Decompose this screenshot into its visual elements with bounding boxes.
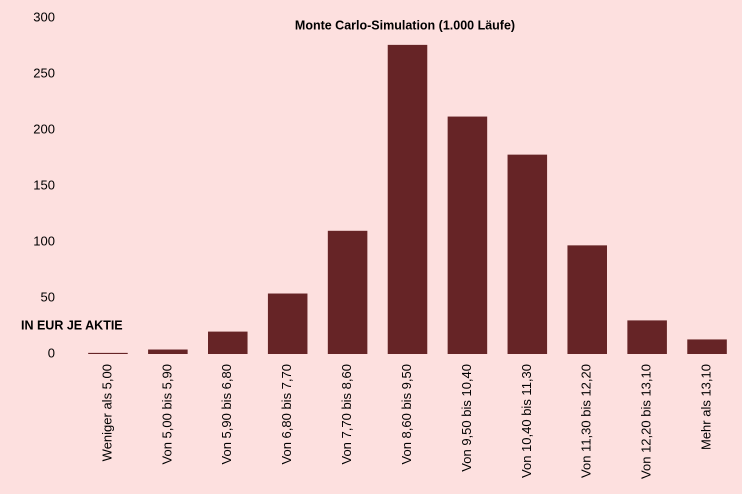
bar xyxy=(208,331,248,354)
bar xyxy=(327,230,368,354)
y-tick-label: 50 xyxy=(41,289,55,304)
y-tick-label: 150 xyxy=(33,177,55,192)
bar xyxy=(687,339,727,354)
bar xyxy=(627,320,667,354)
x-tick-label: Von 12,20 bis 13,10 xyxy=(639,364,654,479)
x-tick-label: Von 10,40 bis 11,30 xyxy=(519,364,534,478)
x-tick-label: Von 5,00 bis 5,90 xyxy=(159,364,174,464)
bar xyxy=(148,349,188,354)
y-tick-label: 0 xyxy=(48,345,55,360)
x-tick-label: Von 6,80 bis 7,70 xyxy=(279,364,294,464)
x-tick-label: Von 8,60 bis 9,50 xyxy=(399,364,414,464)
bar xyxy=(567,245,607,354)
y-tick-label: 300 xyxy=(33,9,55,24)
bar xyxy=(387,44,428,354)
x-tick-label: Von 7,70 bis 8,60 xyxy=(339,364,354,464)
bar xyxy=(447,116,488,354)
chart-title: Monte Carlo-Simulation (1.000 Läufe) xyxy=(295,18,515,32)
x-tick-label: Von 5,90 bis 6,80 xyxy=(219,364,234,464)
bar xyxy=(267,293,308,354)
bar xyxy=(507,154,548,354)
x-tick-label: Weniger als 5,00 xyxy=(99,364,114,461)
y-tick-label: 250 xyxy=(33,65,55,80)
x-tick-label: Von 9,50 bis 10,40 xyxy=(459,364,474,472)
bar xyxy=(88,352,128,354)
y-tick-label: 200 xyxy=(33,121,55,136)
y-tick-label: 100 xyxy=(33,233,55,248)
annotation: IN EUR JE AKTIE xyxy=(21,318,123,332)
x-tick-label: Mehr als 13,10 xyxy=(698,364,713,450)
x-tick-label: Von 11,30 bis 12,20 xyxy=(579,364,594,478)
